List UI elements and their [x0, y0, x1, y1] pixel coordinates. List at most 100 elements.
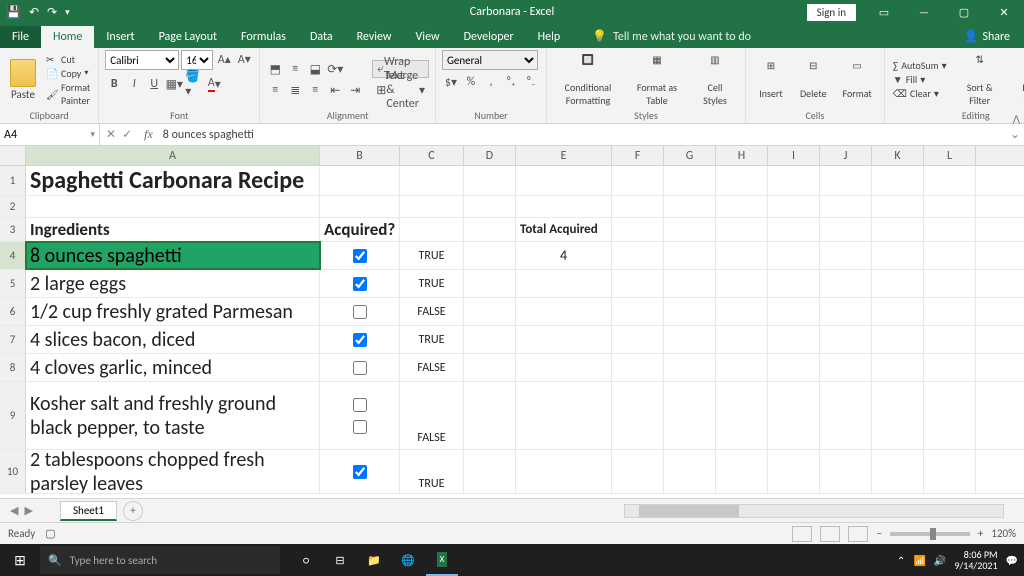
close-button[interactable]: ✕ — [984, 0, 1024, 24]
cell-J4[interactable] — [820, 242, 872, 269]
column-header-H[interactable]: H — [716, 146, 768, 165]
start-button[interactable]: ⊞ — [0, 552, 40, 569]
cell-E8[interactable] — [516, 354, 612, 381]
format-as-table-button[interactable]: ▦Format as Table — [627, 51, 687, 109]
checkbox-B4[interactable] — [353, 249, 367, 263]
cell-L7[interactable] — [924, 326, 976, 353]
percent-button[interactable]: % — [462, 73, 480, 91]
cell-D8[interactable] — [464, 354, 516, 381]
cell-G9[interactable] — [664, 382, 716, 449]
font-name-select[interactable]: Calibri — [105, 50, 179, 70]
align-right-button[interactable]: ≡ — [306, 81, 324, 99]
delete-cells-button[interactable]: ⊟Delete — [794, 57, 833, 102]
save-icon[interactable]: 💾 — [6, 5, 21, 20]
cell-F6[interactable] — [612, 298, 664, 325]
cell-E6[interactable] — [516, 298, 612, 325]
cell-B3[interactable]: Acquired? — [320, 218, 400, 241]
number-format-select[interactable]: General — [442, 50, 538, 70]
share-button[interactable]: 👤 Share — [949, 25, 1024, 48]
cell-D1[interactable] — [464, 166, 516, 195]
merge-center-button[interactable]: ⊞ Merge & Center ▾ — [372, 81, 429, 99]
checkbox-B9-1[interactable] — [353, 420, 367, 434]
notifications-icon[interactable]: 💬 — [1006, 554, 1018, 567]
cell-I6[interactable] — [768, 298, 820, 325]
undo-icon[interactable]: ↶ — [29, 5, 39, 20]
cell-L9[interactable] — [924, 382, 976, 449]
align-left-button[interactable]: ≡ — [266, 81, 284, 99]
cell-K4[interactable] — [872, 242, 924, 269]
cell-styles-button[interactable]: ▥Cell Styles — [691, 51, 739, 109]
cell-E5[interactable] — [516, 270, 612, 297]
taskbar-search[interactable]: 🔍 Type here to search — [40, 546, 280, 574]
cell-G5[interactable] — [664, 270, 716, 297]
row-header-10[interactable]: 10 — [0, 450, 26, 493]
autosum-button[interactable]: ∑ AutoSum ▾ — [891, 59, 949, 72]
tab-review[interactable]: Review — [345, 26, 404, 48]
cell-I1[interactable] — [768, 166, 820, 195]
cell-B6[interactable] — [320, 298, 400, 325]
cell-I10[interactable] — [768, 450, 820, 493]
taskbar-clock[interactable]: 8:06 PM 9/14/2021 — [954, 549, 997, 571]
cell-J5[interactable] — [820, 270, 872, 297]
cell-F10[interactable] — [612, 450, 664, 493]
cell-G6[interactable] — [664, 298, 716, 325]
checkbox-B8[interactable] — [353, 361, 367, 375]
column-header-D[interactable]: D — [464, 146, 516, 165]
cell-K8[interactable] — [872, 354, 924, 381]
tab-developer[interactable]: Developer — [452, 26, 526, 48]
cell-D2[interactable] — [464, 196, 516, 217]
cell-B7[interactable] — [320, 326, 400, 353]
select-all-corner[interactable] — [0, 146, 26, 165]
tab-data[interactable]: Data — [298, 26, 345, 48]
cell-H2[interactable] — [716, 196, 768, 217]
cell-D5[interactable] — [464, 270, 516, 297]
orientation-button[interactable]: ⟳▾ — [326, 60, 344, 78]
redo-icon[interactable]: ↷ — [47, 5, 57, 20]
volume-icon[interactable]: 🔊 — [934, 554, 946, 567]
cell-D4[interactable] — [464, 242, 516, 269]
format-painter-button[interactable]: 🖌Format Painter — [44, 81, 92, 107]
cell-E2[interactable] — [516, 196, 612, 217]
cell-K9[interactable] — [872, 382, 924, 449]
cell-B5[interactable] — [320, 270, 400, 297]
cell-E7[interactable] — [516, 326, 612, 353]
cell-E1[interactable] — [516, 166, 612, 195]
zoom-out-button[interactable]: − — [876, 527, 881, 540]
decrease-font-button[interactable]: A▾ — [235, 50, 253, 68]
minimize-button[interactable]: — — [904, 0, 944, 24]
cell-I5[interactable] — [768, 270, 820, 297]
bold-button[interactable]: B — [105, 75, 123, 93]
chrome-icon[interactable]: 🌐 — [392, 544, 424, 576]
cell-H8[interactable] — [716, 354, 768, 381]
underline-button[interactable]: U — [145, 75, 163, 93]
tab-help[interactable]: Help — [526, 26, 573, 48]
tab-page-layout[interactable]: Page Layout — [147, 26, 229, 48]
cell-G1[interactable] — [664, 166, 716, 195]
fx-icon[interactable]: fx — [138, 127, 159, 142]
cell-B9[interactable] — [320, 382, 400, 449]
accounting-button[interactable]: $▾ — [442, 73, 460, 91]
cell-C4[interactable]: TRUE — [400, 242, 464, 269]
column-header-G[interactable]: G — [664, 146, 716, 165]
cell-J2[interactable] — [820, 196, 872, 217]
align-top-button[interactable]: ⬒ — [266, 60, 284, 78]
cell-E9[interactable] — [516, 382, 612, 449]
clear-button[interactable]: ⌫ Clear ▾ — [891, 87, 949, 100]
checkbox-B9-0[interactable] — [353, 398, 367, 412]
task-view-icon[interactable]: ⊟ — [324, 544, 356, 576]
cell-L2[interactable] — [924, 196, 976, 217]
sheet-nav-next-icon[interactable]: ▶ — [24, 504, 32, 517]
cell-C10[interactable]: TRUE — [400, 450, 464, 493]
border-button[interactable]: ▦▾ — [165, 75, 183, 93]
cortana-icon[interactable]: ○ — [290, 544, 322, 576]
cell-K7[interactable] — [872, 326, 924, 353]
cell-H4[interactable] — [716, 242, 768, 269]
cell-G7[interactable] — [664, 326, 716, 353]
decrease-decimal-button[interactable]: ⁰₋ — [522, 73, 540, 91]
cell-H10[interactable] — [716, 450, 768, 493]
increase-decimal-button[interactable]: ⁰₊ — [502, 73, 520, 91]
namebox-dropdown-icon[interactable]: ▾ — [90, 129, 95, 140]
tray-chevron-icon[interactable]: ⌃ — [897, 554, 905, 567]
cell-G3[interactable] — [664, 218, 716, 241]
column-header-F[interactable]: F — [612, 146, 664, 165]
